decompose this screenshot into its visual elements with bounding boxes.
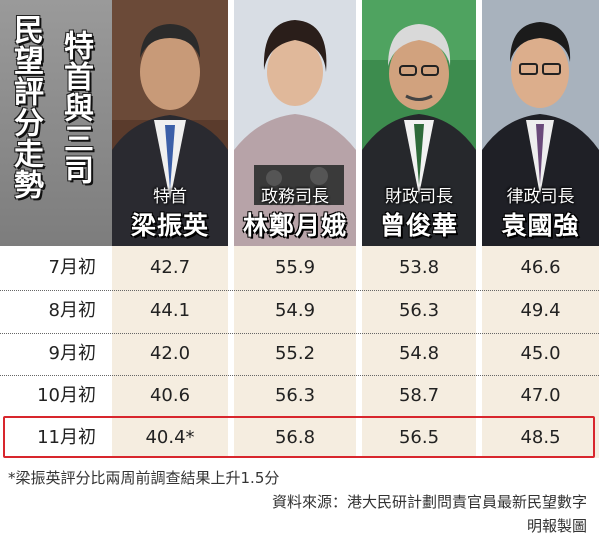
table-cell: 42.7 (149, 257, 191, 278)
person-card-1: 特首 梁振英 (112, 0, 228, 246)
table-cell: 47.0 (520, 385, 561, 406)
table-row-highlighted: 11月初 40.4* 56.8 56.5 48.5 (0, 418, 599, 458)
table-row: 7月初 42.7 55.9 53.8 46.6 (0, 248, 599, 288)
source-note: 資料來源：港大民研計劃問責官員最新民望數字 (271, 493, 587, 511)
person-card-2: 政務司長 林鄭月娥 (234, 0, 356, 246)
title-main: 民望評分走勢 (8, 14, 43, 200)
table-cell: 56.3 (398, 300, 440, 321)
person-name: 林鄭月娥 (242, 211, 347, 240)
table-cell: 56.5 (398, 427, 440, 448)
portrait-photo (234, 0, 356, 246)
row-label: 10月初 (37, 385, 96, 406)
header: 民望評分走勢 特首與三司 特首 梁振英 政務司長 林鄭月娥 (0, 0, 599, 246)
title-panel: 民望評分走勢 特首與三司 (0, 0, 112, 246)
table-cell: 49.4 (520, 300, 561, 321)
table-row: 10月初 40.6 56.3 58.7 47.0 (0, 376, 599, 416)
table-cell: 56.8 (274, 427, 316, 448)
person-role: 政務司長 (261, 187, 329, 207)
credit-note: 明報製圖 (526, 517, 587, 535)
row-label: 11月初 (37, 427, 96, 448)
column-shade-3 (362, 246, 476, 458)
table-cell: 46.6 (520, 257, 561, 278)
row-divider (0, 333, 599, 334)
highlight-box (3, 416, 595, 458)
person-card-3: 財政司長 曾俊華 (362, 0, 476, 246)
table-cell: 48.5 (520, 427, 561, 448)
table-cell: 55.9 (274, 257, 316, 278)
column-shade-1 (112, 246, 228, 458)
person-card-4: 律政司長 袁國強 (482, 0, 599, 246)
person-name: 曾俊華 (379, 211, 458, 240)
footnote: *梁振英評分比兩周前調查結果上升1.5分 (8, 469, 280, 487)
table-cell: 58.7 (398, 385, 440, 406)
person-name: 袁國強 (501, 211, 580, 240)
row-label: 9月初 (48, 343, 96, 364)
table-cell: 56.3 (274, 385, 316, 406)
table-cell: 40.4* (145, 427, 195, 448)
table-cell: 42.0 (149, 343, 191, 364)
table-cell: 44.1 (149, 300, 191, 321)
row-label: 7月初 (48, 257, 96, 278)
person-role: 特首 (153, 187, 187, 207)
portrait-photo (482, 0, 599, 246)
table-cell: 54.8 (398, 343, 440, 364)
column-shade-4 (482, 246, 599, 458)
row-divider (0, 290, 599, 291)
table-cell: 54.9 (274, 300, 316, 321)
table-row: 8月初 44.1 54.9 56.3 49.4 (0, 291, 599, 331)
portrait-photo (362, 0, 476, 246)
table-cell: 40.6 (149, 385, 191, 406)
person-role: 律政司長 (506, 187, 575, 207)
table-cell: 53.8 (398, 257, 440, 278)
row-divider (0, 375, 599, 376)
table-row: 9月初 42.0 55.2 54.8 45.0 (0, 334, 599, 374)
column-shade-2 (234, 246, 356, 458)
table-cell: 55.2 (274, 343, 316, 364)
table-cell: 45.0 (520, 343, 561, 364)
row-label: 8月初 (48, 300, 96, 321)
title-sub: 特首與三司 (58, 30, 93, 185)
person-role: 財政司長 (385, 187, 453, 207)
portrait-photo (112, 0, 228, 246)
person-name: 梁振英 (130, 211, 209, 240)
